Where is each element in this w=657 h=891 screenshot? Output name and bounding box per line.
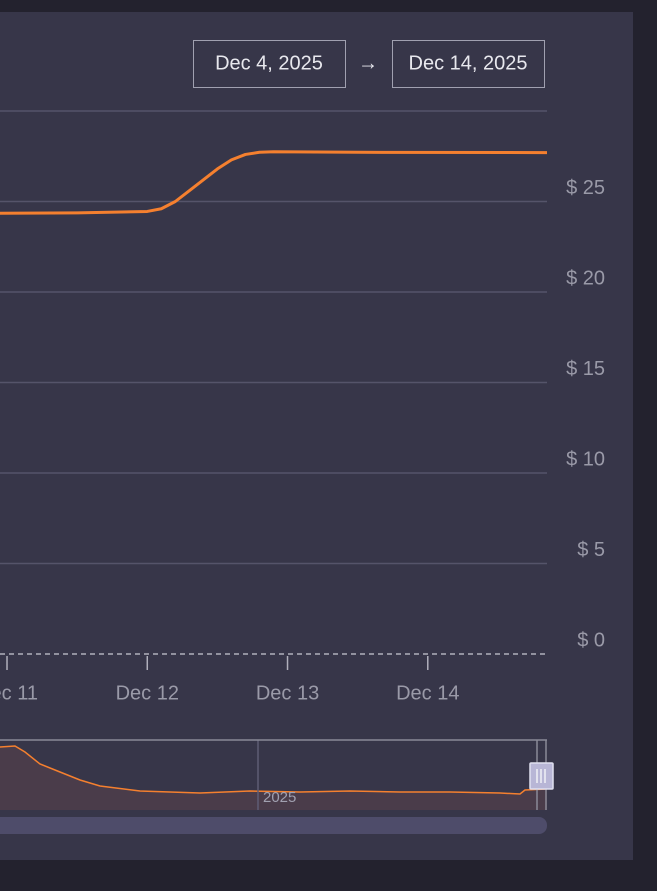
navigator-line — [0, 745, 548, 795]
x-tick-label: Dec 13 — [256, 682, 319, 704]
x-tick-label: Dec 12 — [116, 682, 179, 704]
x-tick-label: Dec 14 — [396, 682, 459, 704]
y-tick-label: $ 25 — [566, 177, 605, 199]
scrollbar[interactable] — [0, 817, 547, 834]
range-end-box[interactable] — [392, 40, 545, 88]
y-tick-label: $ 20 — [566, 267, 605, 289]
y-tick-label: $ 15 — [566, 358, 605, 380]
navigator-tick-label: 2025 — [263, 789, 296, 806]
range-arrow: → — [358, 52, 378, 74]
y-tick-label: $ 0 — [577, 629, 605, 651]
x-tick-label: Dec 11 — [0, 682, 38, 704]
range-start: Dec 4, 2025 — [215, 52, 323, 74]
range-start-box[interactable] — [193, 40, 346, 88]
price-line — [0, 150, 548, 215]
y-tick-label: $ 10 — [566, 448, 605, 470]
range-end: Dec 14, 2025 — [409, 52, 528, 74]
navigator-area-fill — [0, 746, 547, 810]
panel — [0, 12, 633, 860]
y-tick-label: $ 5 — [577, 539, 605, 561]
